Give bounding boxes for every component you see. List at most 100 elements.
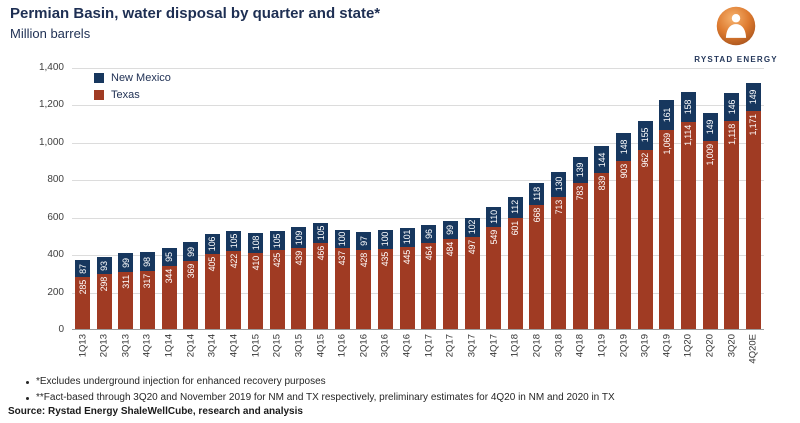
x-axis-label: 4Q17 — [488, 334, 500, 358]
x-axis-label: 4Q18 — [574, 334, 586, 358]
bar-value-label-texas: 1,069 — [661, 132, 672, 155]
bar-segment-new-mexico: 93 — [96, 256, 112, 275]
x-axis-label: 3Q18 — [553, 334, 565, 358]
bar-value-label-texas: 601 — [510, 220, 521, 235]
bar-value-label-texas: 439 — [293, 250, 304, 266]
gridline — [72, 105, 764, 107]
legend-swatch-new-mexico — [94, 73, 104, 83]
bar-segment-new-mexico: 118 — [529, 182, 545, 205]
bar-2Q17: 99 484 2Q17 — [442, 68, 458, 357]
bar-value-label-texas: 464 — [423, 246, 434, 261]
bar-segment-new-mexico: 105 — [313, 223, 329, 243]
x-axis-label: 4Q16 — [401, 334, 413, 358]
bar-4Q17: 110 549 4Q17 — [486, 68, 502, 357]
bar-value-label-texas: 435 — [380, 251, 391, 267]
bar-value-label-texas: 1,118 — [726, 123, 737, 145]
bar-2Q20: 149 1,009 2Q20 — [702, 68, 718, 357]
x-axis-label: 1Q14 — [163, 334, 175, 358]
bar-value-label-texas: 410 — [250, 256, 261, 271]
bar-value-label-new-mexico: 100 — [380, 232, 391, 247]
bar-value-label-new-mexico: 105 — [228, 233, 239, 249]
bar-value-label-new-mexico: 155 — [640, 128, 651, 143]
bar-segment-new-mexico: 155 — [637, 120, 653, 150]
bar-segment-new-mexico: 158 — [680, 91, 696, 122]
bar-segment-texas: 1,114 — [680, 121, 696, 330]
bar-segment-new-mexico: 97 — [356, 231, 372, 250]
gridline — [72, 180, 764, 182]
bar-segment-new-mexico: 99 — [183, 242, 199, 261]
gridline — [72, 217, 764, 219]
bar-segment-texas: 425 — [269, 250, 285, 330]
bar-1Q15: 108 410 1Q15 — [248, 68, 264, 357]
bar-3Q18: 130 713 3Q18 — [551, 68, 567, 357]
x-axis-label: 1Q13 — [77, 334, 88, 358]
bar-4Q15: 105 466 4Q15 — [313, 68, 329, 357]
bar-segment-texas: 298 — [96, 274, 112, 330]
bar-segment-texas: 839 — [594, 173, 610, 330]
bar-value-label-new-mexico: 149 — [705, 120, 716, 135]
source-line: Source: Rystad Energy ShaleWellCube, res… — [8, 406, 303, 417]
bar-1Q16: 100 437 1Q16 — [334, 68, 350, 357]
bar-segment-new-mexico: 95 — [161, 247, 177, 266]
bar-segment-new-mexico: 106 — [204, 234, 220, 255]
y-axis-tick-label: 0 — [58, 324, 64, 335]
bar-segment-texas: 903 — [616, 161, 632, 330]
bar-segment-texas: 1,118 — [724, 120, 740, 330]
bar-segment-new-mexico: 149 — [702, 113, 718, 142]
bar-1Q20: 158 1,114 1Q20 — [680, 68, 696, 357]
bar-value-label-new-mexico: 96 — [423, 229, 434, 239]
bar-segment-texas: 445 — [399, 246, 415, 330]
legend-item-texas: Texas — [94, 89, 171, 101]
bar-segment-new-mexico: 105 — [269, 230, 285, 251]
bar-value-label-texas: 1,171 — [748, 113, 759, 136]
bar-value-label-texas: 344 — [164, 268, 175, 284]
bar-segment-new-mexico: 110 — [486, 206, 502, 228]
bar-value-label-new-mexico: 148 — [618, 139, 629, 155]
bar-value-label-new-mexico: 109 — [293, 230, 304, 245]
y-axis-tick-label: 1,400 — [38, 62, 64, 73]
bar-3Q17: 102 497 3Q17 — [464, 68, 480, 357]
bar-value-label-new-mexico: 112 — [510, 200, 521, 214]
bar-value-label-texas: 783 — [575, 186, 586, 201]
bar-value-label-texas: 425 — [272, 253, 283, 268]
bar-3Q14: 106 405 3Q14 — [204, 68, 220, 357]
bar-segment-new-mexico: 100 — [377, 229, 393, 249]
bar-value-label-new-mexico: 110 — [488, 210, 499, 224]
bar-value-label-texas: 422 — [228, 254, 239, 269]
bar-value-label-new-mexico: 105 — [315, 225, 326, 241]
bar-1Q13: 87 285 1Q13 — [75, 68, 90, 357]
x-axis-label: 2Q20 — [704, 334, 716, 358]
bar-value-label-new-mexico: 118 — [531, 187, 542, 201]
bar-value-label-new-mexico: 158 — [683, 99, 694, 114]
bar-value-label-texas: 437 — [337, 251, 348, 266]
bar-value-label-texas: 285 — [77, 279, 88, 295]
x-axis-label: 2Q19 — [618, 334, 630, 358]
y-axis-tick-label: 600 — [47, 211, 64, 223]
bar-value-label-new-mexico: 146 — [726, 99, 737, 115]
bars-container: 87 285 1Q13 93 298 2Q13 99 311 3Q13 98 317 4Q13 95 34… — [75, 68, 761, 364]
bar-3Q20: 146 1,118 3Q20 — [724, 68, 740, 357]
bar-segment-texas: 713 — [551, 196, 567, 330]
bar-4Q18: 139 783 4Q18 — [572, 68, 588, 357]
bar-segment-new-mexico: 109 — [291, 227, 307, 248]
bar-value-label-texas: 549 — [488, 230, 499, 245]
bar-value-label-texas: 428 — [358, 252, 369, 268]
page-title: Permian Basin, water disposal by quarter… — [10, 5, 381, 22]
bar-segment-texas: 405 — [204, 254, 220, 330]
bar-value-label-new-mexico: 139 — [575, 163, 586, 178]
bar-segment-new-mexico: 99 — [442, 220, 458, 240]
x-axis-label: 2Q13 — [98, 334, 110, 358]
bar-4Q16: 101 445 4Q16 — [399, 68, 415, 357]
footnote-2: **Fact-based through 3Q20 and November 2… — [36, 392, 615, 403]
rystad-sphere-icon — [716, 6, 756, 46]
bar-segment-new-mexico: 102 — [464, 217, 480, 237]
bar-value-label-texas: 497 — [467, 240, 478, 255]
footnote-bullet — [26, 397, 29, 400]
x-axis-label: 2Q17 — [444, 334, 456, 358]
bar-segment-new-mexico: 148 — [616, 133, 632, 162]
x-axis-label: 1Q16 — [336, 334, 348, 358]
bar-value-label-texas: 405 — [207, 257, 218, 272]
bar-value-label-new-mexico: 93 — [99, 260, 110, 271]
bar-segment-texas: 497 — [464, 237, 480, 330]
bar-segment-texas: 1,069 — [659, 129, 675, 330]
